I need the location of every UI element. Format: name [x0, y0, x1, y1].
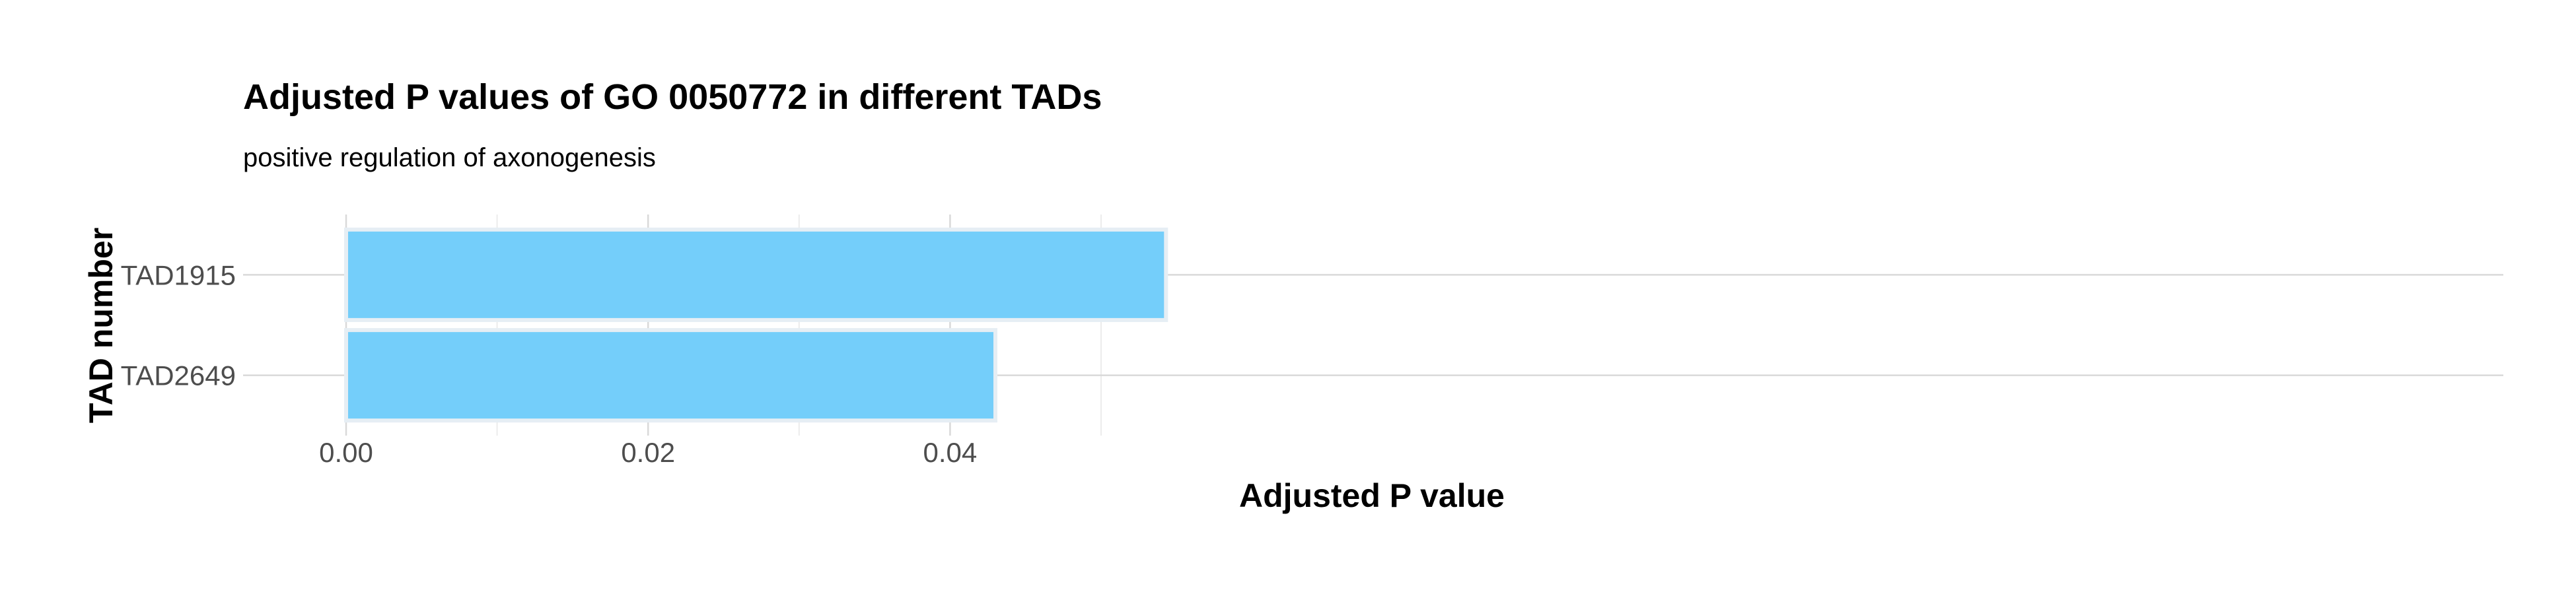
- y-tick-label: TAD1915: [121, 259, 236, 290]
- bars: [344, 227, 1168, 423]
- x-tick-label: 0.04: [923, 437, 978, 468]
- y-tick-label: TAD2649: [121, 360, 236, 391]
- x-axis-ticks: 0.00 0.02 0.04: [319, 437, 977, 468]
- bar-tad1915: [344, 227, 1168, 322]
- bar-tad2649: [344, 328, 997, 423]
- x-tick-label: 0.00: [319, 437, 373, 468]
- y-axis-ticks: TAD1915 TAD2649: [121, 259, 236, 391]
- chart-title: Adjusted P values of GO 0050772 in diffe…: [243, 77, 1102, 117]
- chart-subtitle: positive regulation of axonogenesis: [243, 143, 656, 172]
- x-axis-title: Adjusted P value: [1239, 477, 1505, 514]
- y-axis-title: TAD number: [83, 228, 120, 423]
- x-tick-label: 0.02: [621, 437, 675, 468]
